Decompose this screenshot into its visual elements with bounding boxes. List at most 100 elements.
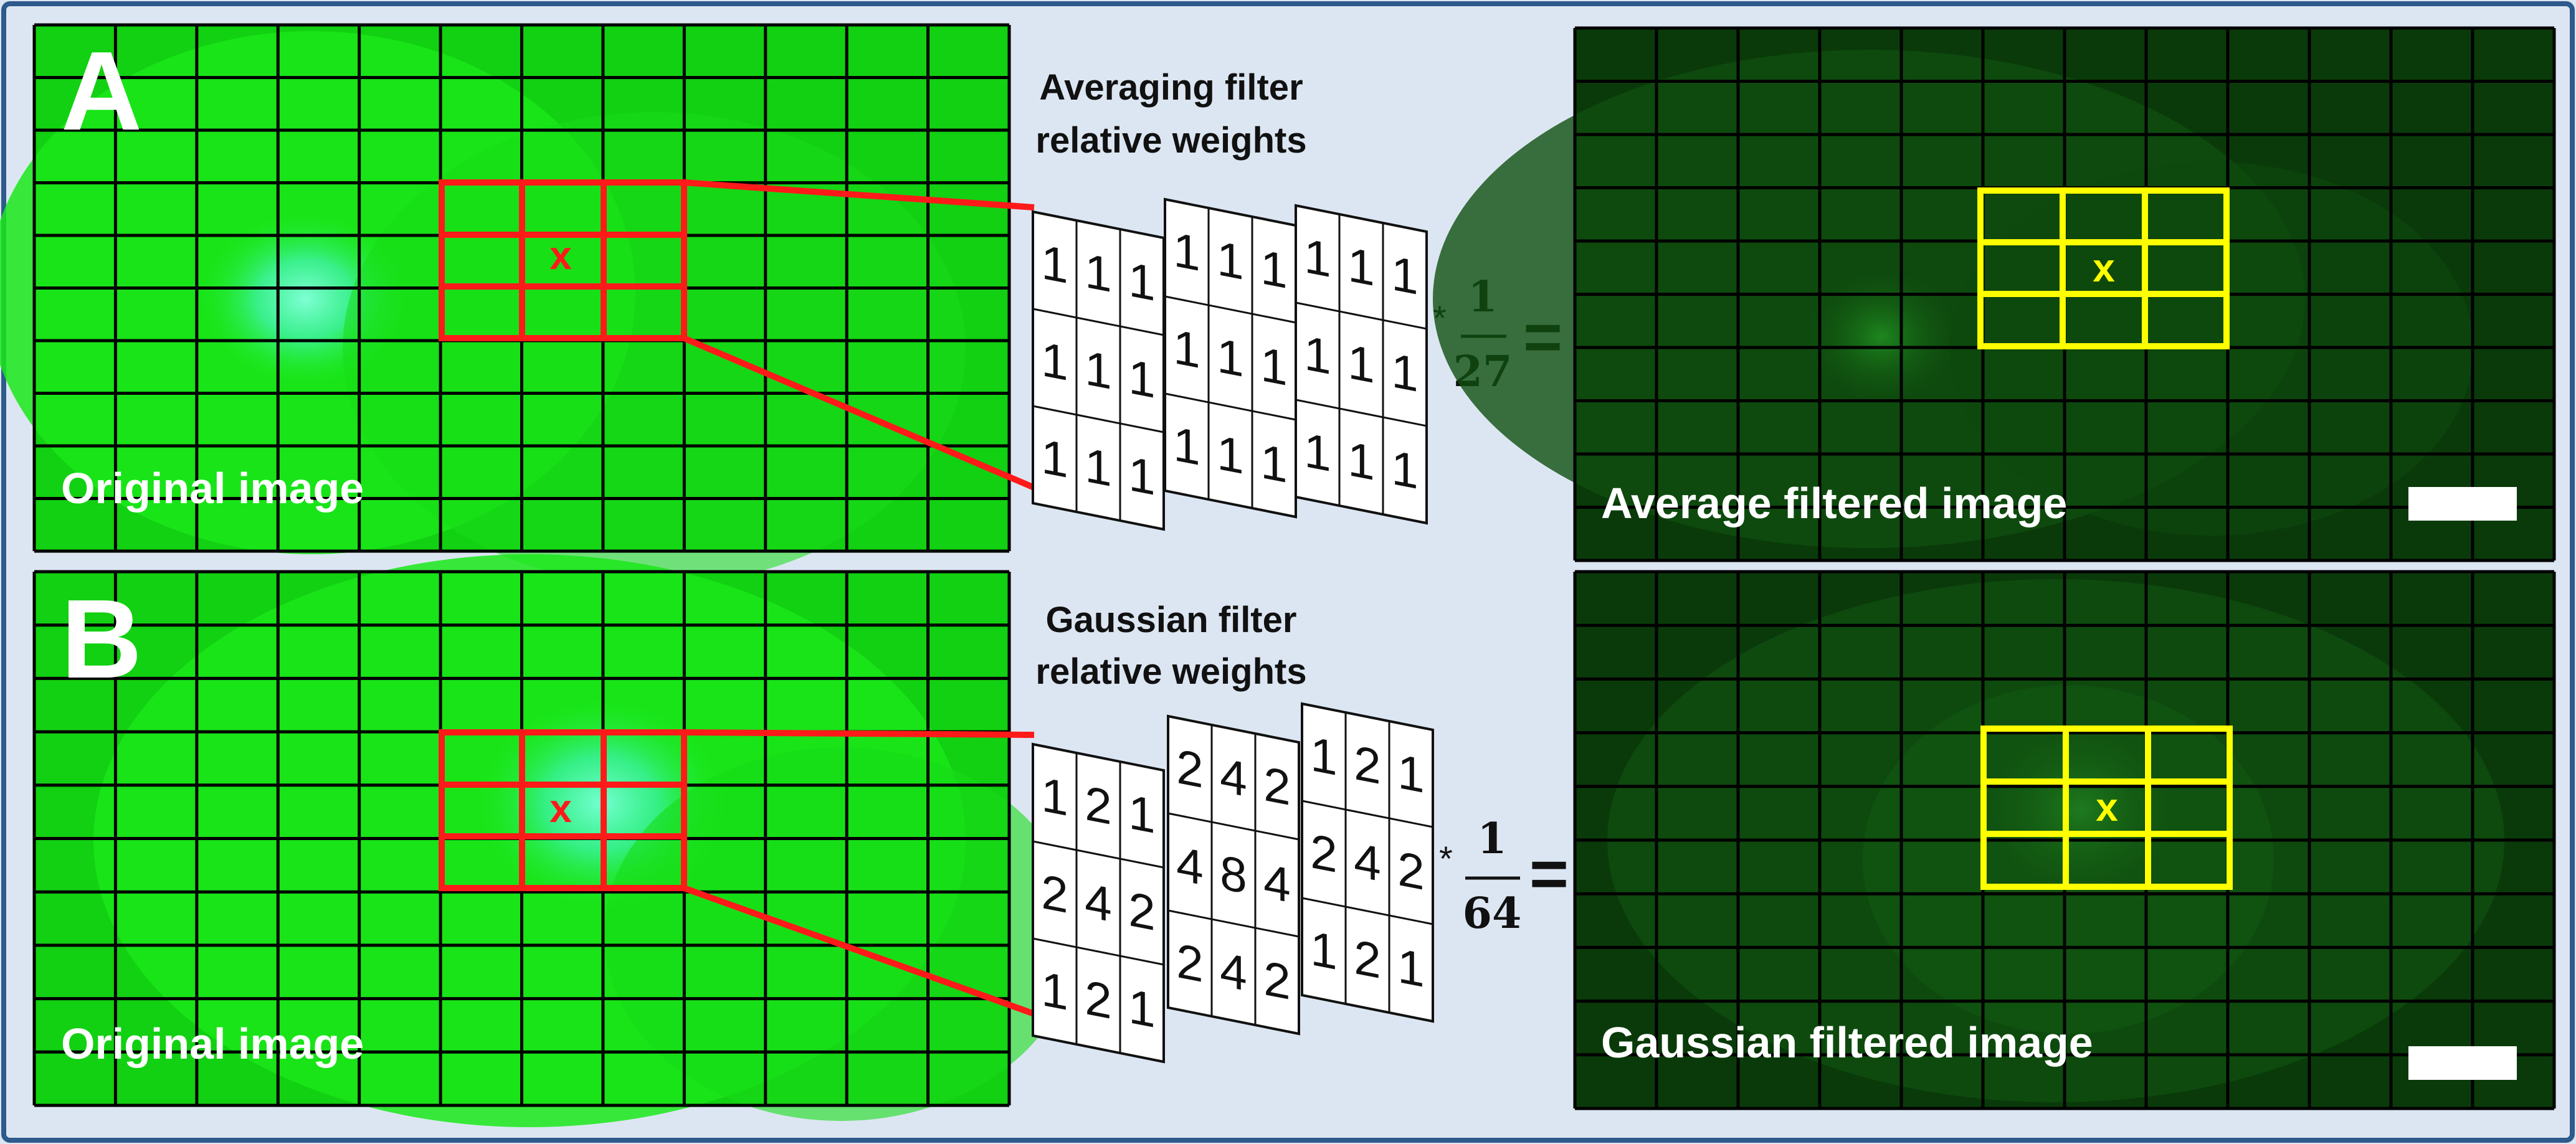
- kernel-row-line: [1164, 295, 1296, 324]
- kernel-matrix: 1 1 11 1 11 1 1: [1295, 204, 1428, 525]
- kernel-weight: 1: [1085, 437, 1111, 497]
- panel-b: x B Original image Gaussian filter relat…: [32, 554, 2556, 1127]
- fraction-numerator-b: 1: [1477, 814, 1506, 864]
- kernel-weight: 2: [1397, 841, 1424, 901]
- kernel-weight: 2: [1085, 775, 1111, 835]
- center-marker-a: x: [549, 233, 572, 278]
- filtered-label-b: Gaussian filtered image: [1601, 1018, 2093, 1067]
- kernel-weight: 1: [1085, 243, 1111, 303]
- kernels-a: 1 1 11 1 11 1 11 1 11 1 11 1 11 1 11 1 11 1 1: [1032, 197, 1428, 531]
- kernel-weight: 1: [1304, 422, 1331, 482]
- kernel-row-line: [1032, 405, 1164, 433]
- kernel-weight: 2: [1354, 929, 1381, 989]
- kernel-weight: 1: [1173, 222, 1200, 281]
- equals-sign-b: =: [1529, 836, 1569, 911]
- kernel-row-line: [1164, 392, 1296, 421]
- kernel-weight: 1: [1128, 446, 1155, 506]
- kernel-weight: 2: [1128, 881, 1155, 941]
- kernel-weight: 1: [1128, 252, 1155, 311]
- kernel-weight: 1: [1347, 237, 1374, 296]
- kernel-weight: 1: [1347, 431, 1374, 491]
- panel-a: x A Original image Averaging filter rela…: [0, 23, 2556, 585]
- kernel-weight: 2: [1354, 735, 1381, 795]
- red-box-a: [439, 179, 1035, 491]
- filtered-label-a: Average filtered image: [1601, 479, 2067, 527]
- kernel-weight: 1: [1304, 325, 1331, 385]
- kernel-weight: 4: [1220, 942, 1247, 1001]
- kernel-weight: 1: [1397, 938, 1424, 998]
- kernel-weight: 1: [1041, 331, 1068, 391]
- original-label-b: Original image: [61, 1019, 364, 1068]
- filtered-center-marker-b: x: [2096, 785, 2118, 830]
- filter-title-a-line1: Averaging filter: [1039, 67, 1303, 108]
- kernel-weight: 1: [1041, 234, 1068, 294]
- panel-letter-a: A: [61, 29, 142, 154]
- yellow-box-b: [1980, 726, 2233, 890]
- kernel-weight: 2: [1310, 823, 1337, 883]
- yellow-box-a: [1977, 187, 2230, 349]
- kernel-weight: 1: [1310, 726, 1337, 786]
- kernel-weight: 4: [1354, 832, 1381, 892]
- kernel-row-line: [1032, 840, 1164, 869]
- kernel-row-line: [1032, 308, 1164, 336]
- kernel-weight: 1: [1391, 245, 1418, 305]
- filter-title-b-line2: relative weights: [1035, 651, 1306, 692]
- kernel-matrix: 2 4 24 8 42 4 2: [1167, 714, 1300, 1036]
- kernel-row-line: [1295, 399, 1427, 427]
- filter-title-a-line2: relative weights: [1035, 120, 1306, 161]
- kernel-weight: 2: [1263, 950, 1290, 1010]
- red-box-b: [439, 729, 1035, 1017]
- kernel-weight: 4: [1263, 853, 1290, 913]
- kernel-weight: 2: [1176, 933, 1203, 993]
- kernel-weight: 2: [1041, 864, 1068, 924]
- kernel-row-line: [1301, 897, 1433, 925]
- kernel-row-line: [1167, 909, 1300, 938]
- kernel-weight: 1: [1260, 336, 1287, 396]
- scale-bar-a: [2408, 487, 2517, 521]
- kernel-weight: 1: [1347, 334, 1374, 394]
- fraction-denominator-b: 64: [1463, 889, 1522, 938]
- kernel-matrix: 1 1 11 1 11 1 1: [1164, 197, 1297, 519]
- kernel-matrix: 1 2 12 4 21 2 1: [1301, 702, 1434, 1023]
- kernel-weight: 1: [1173, 416, 1200, 476]
- panel-letter-b: B: [61, 577, 142, 702]
- kernel-weight: 1: [1128, 784, 1155, 844]
- kernel-weight: 1: [1041, 428, 1068, 488]
- kernel-weight: 1: [1304, 228, 1331, 288]
- kernel-weight: 1: [1085, 340, 1111, 400]
- kernel-weight: 1: [1260, 239, 1287, 299]
- kernel-weight: 1: [1217, 230, 1243, 290]
- kernel-weight: 1: [1128, 349, 1155, 409]
- kernel-weight: 1: [1173, 319, 1200, 379]
- kernel-matrix: 1 1 11 1 11 1 1: [1032, 210, 1165, 531]
- kernel-weight: 1: [1217, 425, 1243, 485]
- kernel-row-line: [1301, 800, 1433, 828]
- kernel-weight: 1: [1397, 744, 1424, 803]
- kernel-weight: 2: [1085, 970, 1111, 1029]
- center-marker-b: x: [549, 786, 572, 831]
- kernel-weight: 1: [1041, 961, 1068, 1021]
- kernel-row-line: [1295, 301, 1427, 330]
- kernel-weight: 1: [1391, 440, 1418, 499]
- filtered-center-marker-a: x: [2093, 245, 2115, 290]
- kernel-weight: 1: [1310, 920, 1337, 980]
- kernel-weight: 1: [1260, 433, 1287, 493]
- kernel-row-line: [1032, 937, 1164, 966]
- kernel-weight: 2: [1263, 756, 1290, 816]
- multiply-sign-b: *: [1439, 839, 1453, 878]
- kernel-weight: 4: [1176, 836, 1203, 896]
- original-label-a: Original image: [61, 464, 364, 513]
- kernel-weight: 1: [1217, 328, 1243, 387]
- kernel-weight: 4: [1220, 747, 1247, 807]
- kernel-weight: 1: [1128, 978, 1155, 1038]
- kernel-matrix: 1 2 12 4 21 2 1: [1032, 742, 1165, 1064]
- kernel-weight: 2: [1176, 739, 1203, 798]
- kernel-weight: 4: [1085, 872, 1111, 932]
- kernel-weight: 1: [1391, 343, 1418, 402]
- scale-bar-b: [2408, 1046, 2517, 1080]
- kernel-weight: 1: [1041, 767, 1068, 826]
- kernels-b: 1 2 12 4 21 2 12 4 24 8 42 4 21 2 12 4 21 2 1: [1032, 702, 1434, 1064]
